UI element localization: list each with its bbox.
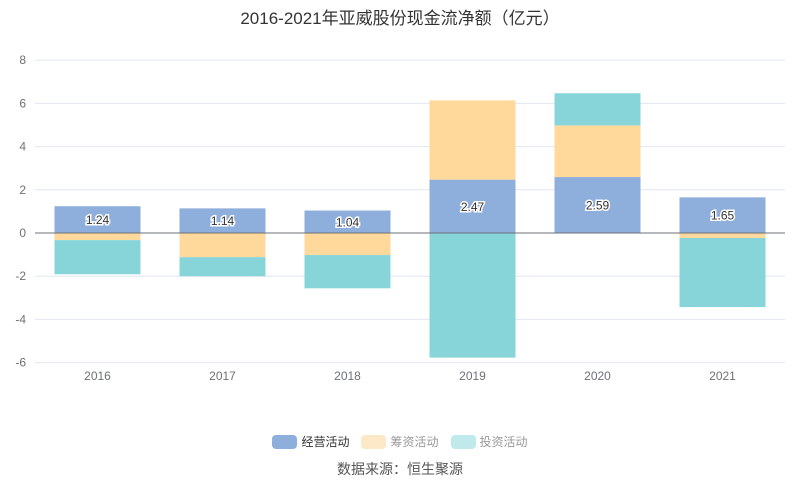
legend: 经营活动 筹资活动 投资活动 xyxy=(0,433,800,450)
data-label: 1.24 xyxy=(86,213,110,227)
legend-swatch xyxy=(450,434,476,449)
x-tick-label: 2016 xyxy=(84,369,111,383)
bar-financing xyxy=(304,233,391,256)
x-tick-label: 2018 xyxy=(334,369,361,383)
legend-label: 筹资活动 xyxy=(390,435,439,449)
data-label: 1.04 xyxy=(336,215,360,229)
legend-swatch xyxy=(361,434,387,449)
legend-item-operating[interactable]: 经营活动 xyxy=(272,433,349,450)
data-label: 1.65 xyxy=(711,209,735,223)
bar-financing xyxy=(554,125,641,178)
data-label: 2.59 xyxy=(586,199,610,213)
y-tick-label: 2 xyxy=(19,183,26,197)
y-tick-label: -4 xyxy=(15,312,26,326)
x-tick-label: 2017 xyxy=(209,369,236,383)
bar-financing xyxy=(429,100,516,180)
bar-operating xyxy=(679,197,766,233)
bar-financing xyxy=(54,233,141,241)
bar-financing xyxy=(679,233,766,238)
y-tick-label: 6 xyxy=(19,96,26,110)
bar-investing xyxy=(554,93,641,126)
bar-investing xyxy=(54,240,141,275)
chart-plot: -6 -4 -2 0 2 4 6 8 2016 1.24 2017 1.14 2018 1.04 2019 2… xyxy=(15,53,785,383)
bar-investing xyxy=(179,257,266,277)
x-tick-label: 2019 xyxy=(459,369,486,383)
y-tick-label: 4 xyxy=(19,140,26,154)
legend-item-financing[interactable]: 筹资活动 xyxy=(361,433,439,450)
y-tick-label: 8 xyxy=(19,53,26,67)
bar-operating xyxy=(554,177,641,233)
bar-operating xyxy=(304,210,391,233)
legend-item-investing[interactable]: 投资活动 xyxy=(450,433,528,450)
bar-operating xyxy=(54,206,141,233)
bar-operating xyxy=(179,208,266,233)
bar-investing xyxy=(304,255,391,289)
x-tick-label: 2020 xyxy=(584,369,611,383)
bar-operating xyxy=(429,179,516,233)
x-tick-label: 2021 xyxy=(709,369,736,383)
data-source: 数据来源：恒生聚源 xyxy=(337,461,463,477)
bar-financing xyxy=(179,233,266,258)
bar-investing xyxy=(679,237,766,308)
y-tick-label: 0 xyxy=(19,226,26,240)
y-tick-label: -2 xyxy=(15,269,26,283)
data-label: 1.14 xyxy=(211,214,235,228)
legend-label: 经营活动 xyxy=(301,435,350,449)
chart-title: 2016-2021年亚威股份现金流净额（亿元） xyxy=(240,9,560,28)
legend-label: 投资活动 xyxy=(479,435,528,449)
y-tick-label: -6 xyxy=(15,356,26,370)
data-label: 2.47 xyxy=(461,200,485,214)
bar-investing xyxy=(429,233,516,358)
legend-swatch xyxy=(272,434,298,449)
